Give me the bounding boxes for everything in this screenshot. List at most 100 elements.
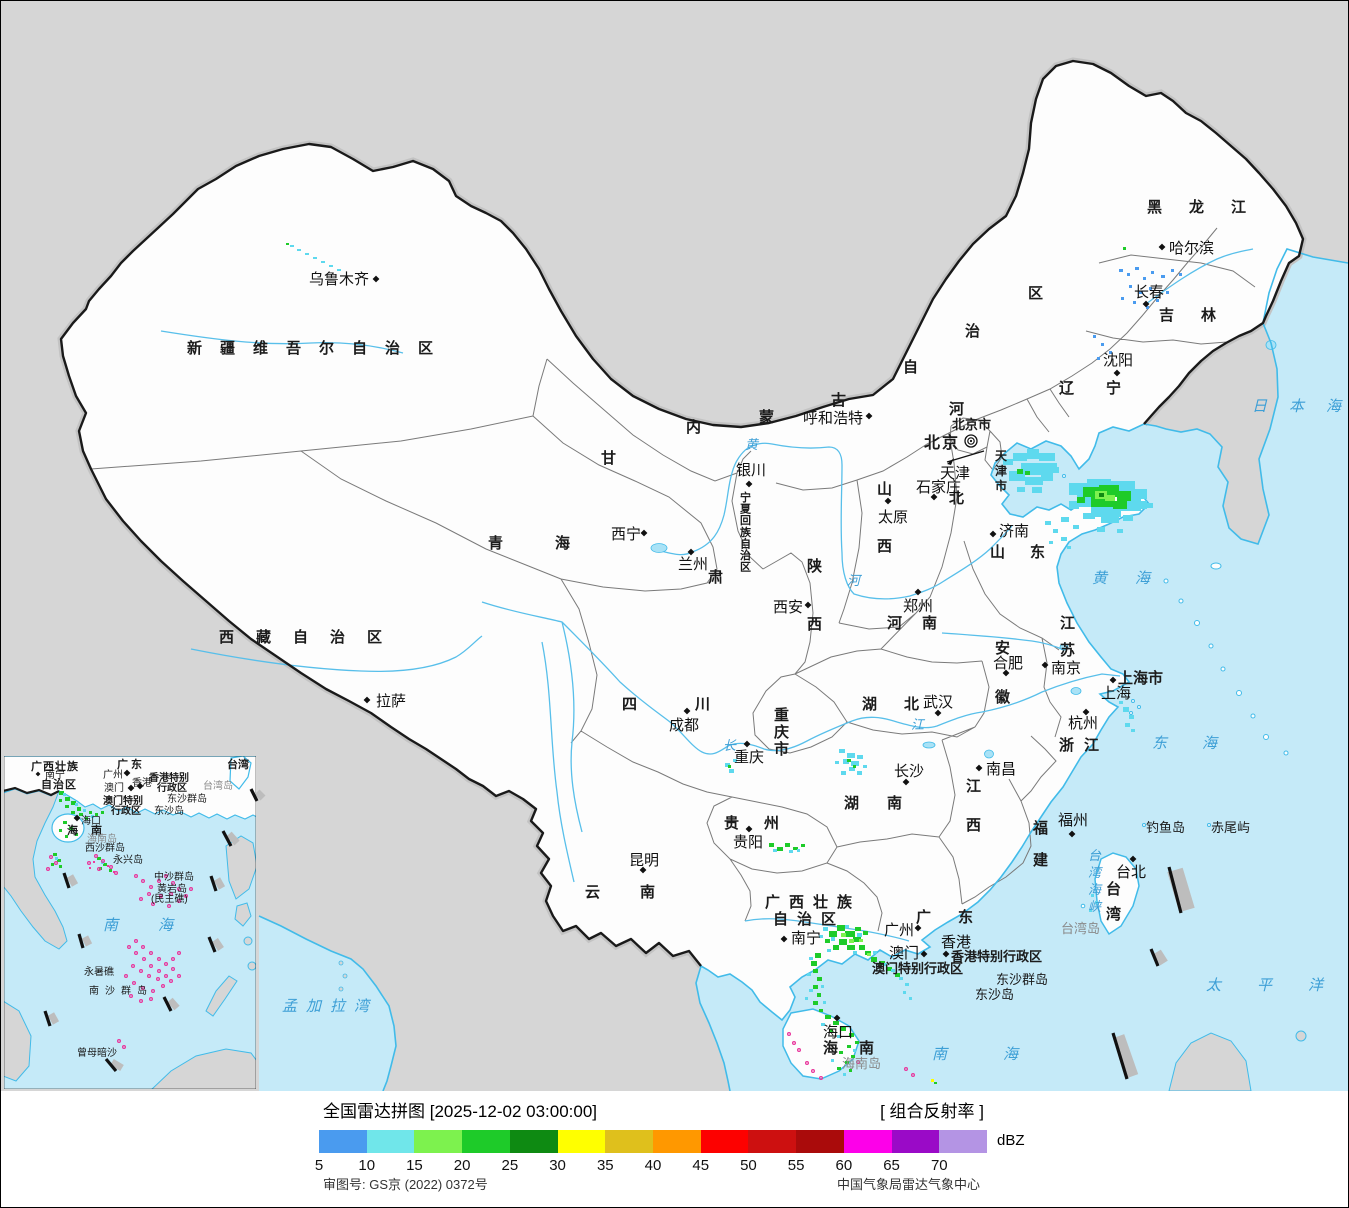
river-label-huanghe: 黄	[745, 437, 760, 452]
radar-echo	[305, 253, 309, 255]
inset-sea-label-south-china-sea: 南海	[103, 917, 213, 934]
radar-echo	[879, 961, 885, 965]
reef-symbols	[45, 853, 915, 1080]
province-boundaries	[90, 227, 1256, 932]
radar-echo	[1091, 497, 1115, 507]
radar-echo	[57, 859, 61, 862]
radar-echo	[827, 949, 831, 952]
province-label-guangxi: 广西壮族	[765, 893, 861, 911]
radar-echo	[59, 799, 62, 802]
reef-icon	[113, 870, 118, 875]
legend-color-cell	[891, 1130, 940, 1153]
dbz-value: 35	[596, 1157, 614, 1174]
reef-icon	[147, 973, 152, 978]
province-label-anhui: 安徽	[994, 639, 1011, 706]
city-label: 拉萨	[376, 693, 406, 710]
radar-echo	[1117, 529, 1123, 533]
city-label: 天津	[940, 465, 970, 482]
island-label-chiweiyu: 赤尾屿	[1211, 820, 1250, 835]
city-label: 西安	[773, 599, 803, 616]
radar-echo	[1179, 273, 1182, 276]
legend-title: 全国雷达拼图 [2025-12-02 03:00:00]	[323, 1102, 598, 1121]
map-license-number: 审图号: GS京 (2022) 0372号	[323, 1177, 488, 1192]
radar-echo	[934, 1082, 937, 1084]
dash-segment	[43, 1010, 52, 1027]
radar-echo	[59, 829, 62, 832]
inset-label-hongkong-sar: 香港特别	[149, 771, 189, 784]
radar-echo	[286, 243, 289, 245]
legend-color-cell	[939, 1130, 988, 1153]
radar-echo	[891, 969, 895, 972]
radar-echo	[847, 1045, 851, 1048]
province-label-xizang: 西藏自治区	[219, 628, 404, 646]
radar-echo	[811, 961, 817, 966]
radar-echo	[85, 817, 88, 820]
reef-icon	[157, 956, 162, 961]
city-marker-icon	[1002, 669, 1010, 677]
dbz-value-labels: 5 10 15 20 25 30 35 40 45 50 55 60 65 70	[1, 1157, 1348, 1175]
radar-echo	[909, 997, 912, 1000]
radar-echo	[807, 973, 811, 976]
radar-echo	[1171, 269, 1174, 272]
sea-label-pacific: 太平洋	[1206, 977, 1348, 994]
city-label-beijing: 北京	[924, 433, 960, 452]
radar-echo	[1053, 529, 1058, 533]
dbz-value: 20	[453, 1157, 471, 1174]
radar-echo	[1149, 287, 1152, 290]
radar-echo	[113, 871, 115, 873]
inset-label-hainan: 海南	[67, 823, 115, 837]
sea-bengal	[259, 916, 396, 1091]
radar-echo	[1097, 527, 1105, 532]
inset-label-hongkong-sar: 行政区	[156, 781, 187, 794]
province-label-sichuan: 四川	[622, 696, 768, 713]
radar-echo	[887, 967, 892, 971]
province-label-shandong: 山东	[990, 543, 1070, 561]
province-label-taiwan: 台湾	[1106, 880, 1121, 923]
city-label: 重庆	[734, 749, 764, 766]
reef-icon	[93, 853, 98, 858]
reef-icon	[149, 963, 154, 968]
province-label-jiangxi: 江西	[966, 777, 981, 834]
reef-icon	[903, 1066, 908, 1071]
radar-echo	[905, 983, 909, 986]
radar-echo	[843, 759, 849, 764]
dash-segment	[62, 872, 71, 889]
city-label: 南京	[1051, 660, 1081, 677]
inset-label-nansha-qundao: 南沙群岛	[89, 984, 153, 997]
city-marker-icon	[804, 601, 812, 609]
radar-echo	[1032, 487, 1042, 493]
radar-echo	[1129, 715, 1134, 719]
radar-echo	[725, 763, 730, 767]
city-marker-icon	[743, 740, 751, 748]
city-marker-icon	[745, 825, 753, 833]
province-label-zhejiang: 浙江	[1059, 736, 1109, 754]
reef-icon	[131, 963, 136, 968]
dbz-value: 30	[549, 1157, 566, 1174]
radar-echo	[1009, 471, 1025, 481]
city-label: 长沙	[894, 763, 924, 780]
radar-echo	[837, 1035, 841, 1038]
sea-label-taiwan-strait: 台湾海峡	[1088, 848, 1103, 914]
radar-echo	[841, 1027, 846, 1031]
city-label: 广州	[884, 922, 914, 939]
radar-echo	[859, 939, 863, 942]
sea-label-japan-sea: 日本海	[1252, 398, 1348, 415]
city-label: 郑州	[903, 598, 933, 615]
reef-icon	[121, 1044, 126, 1049]
radar-echo	[1025, 477, 1043, 485]
dash-shadow	[110, 1058, 124, 1072]
reef-icon	[159, 893, 164, 898]
city-marker-icon	[934, 709, 942, 717]
province-label-guangxi: 自治区	[773, 910, 845, 928]
city-label: 沈阳	[1103, 352, 1133, 369]
reef-icon	[786, 1031, 791, 1036]
radar-echo	[729, 769, 734, 773]
radar-echo	[839, 939, 847, 945]
dash-shadow	[213, 877, 226, 890]
reef-icon	[171, 880, 176, 885]
city-label: 乌鲁木齐	[309, 271, 369, 288]
inset-label-yongshujiao: 永暑礁	[84, 965, 114, 978]
radar-echo	[1045, 521, 1051, 525]
radar-echo	[1061, 517, 1069, 522]
